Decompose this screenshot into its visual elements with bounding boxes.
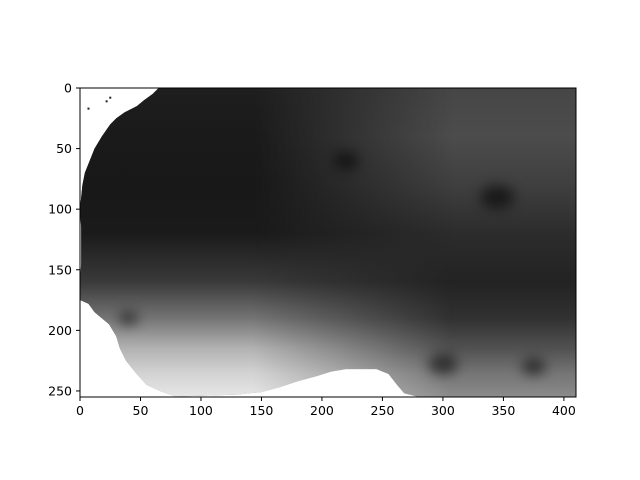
y-tick-label: 200 (48, 323, 72, 338)
x-tick-label: 350 (491, 403, 515, 418)
y-tick-label: 150 (48, 262, 72, 277)
dark-feature (428, 354, 458, 375)
x-tick-label: 400 (552, 403, 576, 418)
x-tick-label: 100 (189, 403, 213, 418)
x-axis: 0 50 100 150 200 250 300 350 400 (76, 397, 576, 418)
x-tick-label: 150 (250, 403, 274, 418)
y-axis: 0 50 100 150 200 250 (48, 81, 80, 398)
heatmap-image (80, 88, 576, 397)
x-tick-label: 50 (133, 403, 149, 418)
y-tick-label: 50 (56, 141, 72, 156)
dark-feature (480, 185, 515, 209)
dark-feature (118, 311, 139, 326)
data-region (80, 88, 576, 397)
dark-feature (521, 358, 546, 376)
x-tick-label: 200 (310, 403, 334, 418)
data-speck (105, 100, 108, 103)
x-tick-label: 250 (371, 403, 395, 418)
x-tick-label: 300 (431, 403, 455, 418)
dark-feature (334, 152, 359, 170)
y-tick-label: 250 (48, 383, 72, 398)
data-speck (87, 107, 90, 110)
x-tick-label: 0 (76, 403, 84, 418)
y-tick-label: 100 (48, 202, 72, 217)
data-speck (109, 96, 112, 99)
y-tick-label: 0 (64, 81, 72, 96)
axes-frame (79, 87, 577, 398)
